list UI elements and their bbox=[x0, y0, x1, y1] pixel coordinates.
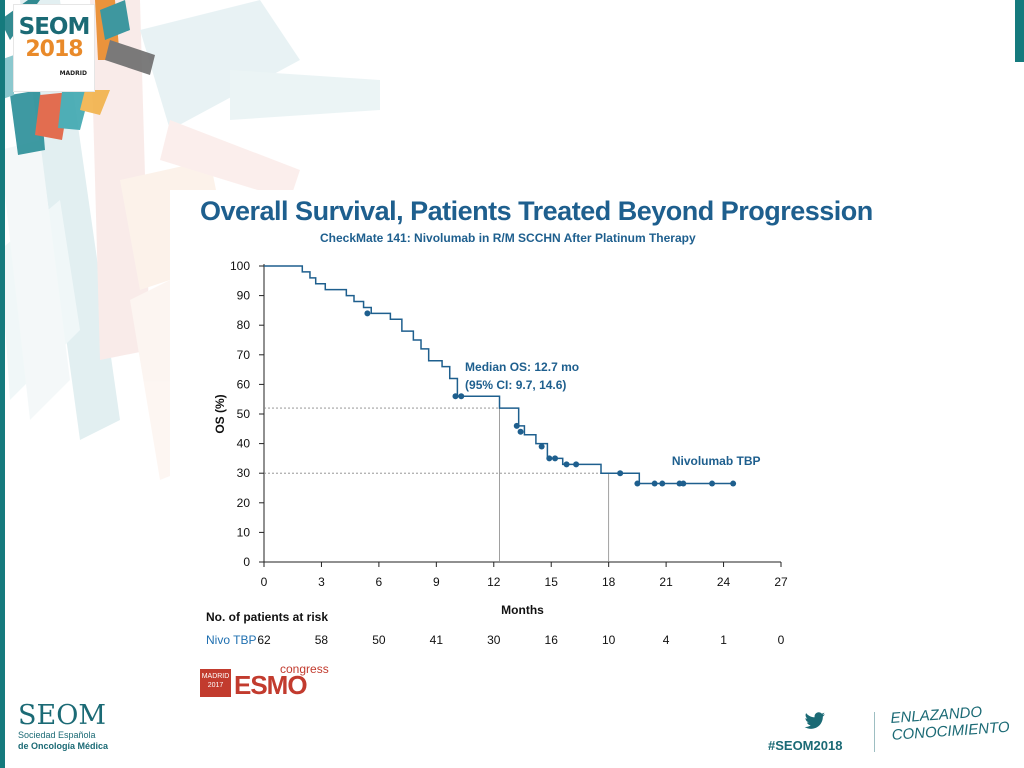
chart-title: Overall Survival, Patients Treated Beyon… bbox=[200, 196, 873, 226]
left-accent-bar bbox=[0, 0, 5, 768]
x-tick-label: 9 bbox=[433, 575, 440, 589]
km-chart: 0 10 20 30 40 50 60 70 80 90 100 0 3 6 9 12 15 18 21 24 27 Mo… bbox=[213, 259, 788, 617]
censor-marker bbox=[617, 470, 624, 477]
x-tick-label: 12 bbox=[487, 575, 501, 589]
seom-footer-sub1: Sociedad Española bbox=[18, 730, 96, 740]
seom-2018-logo: SEOM 2018 MADRID bbox=[14, 5, 94, 91]
censor-marker bbox=[517, 428, 524, 435]
x-tick-label: 24 bbox=[717, 575, 731, 589]
censor-marker bbox=[552, 455, 559, 462]
x-axis-label: Months bbox=[501, 603, 544, 617]
right-accent-tab bbox=[1015, 0, 1024, 62]
y-tick-label: 70 bbox=[237, 348, 251, 362]
censor-marker bbox=[546, 455, 553, 462]
logo-year-text: 2018 bbox=[25, 37, 83, 62]
seom-footer-name: SEOM bbox=[18, 700, 106, 731]
risk-table-series-label: Nivo TBP bbox=[206, 633, 257, 647]
risk-table-value: 30 bbox=[487, 633, 501, 647]
risk-table-value: 62 bbox=[257, 633, 271, 647]
risk-table-value: 41 bbox=[429, 633, 443, 647]
esmo-madrid-badge: MADRID 2017 bbox=[200, 669, 231, 697]
slide-image: Overall Survival, Patients Treated Beyon… bbox=[170, 190, 873, 708]
y-tick-label: 20 bbox=[237, 496, 251, 510]
y-axis-label: OS (%) bbox=[213, 394, 227, 433]
censor-marker bbox=[709, 480, 716, 487]
censor-marker bbox=[659, 480, 666, 487]
x-tick-label: 6 bbox=[376, 575, 383, 589]
risk-table-value: 10 bbox=[601, 633, 616, 647]
median-os-annotation: Median OS: 12.7 mo bbox=[465, 360, 579, 374]
y-tick-label: 100 bbox=[230, 259, 250, 273]
censor-marker bbox=[538, 443, 545, 450]
y-tick-label: 60 bbox=[237, 377, 251, 391]
x-tick-label: 15 bbox=[545, 575, 559, 589]
censor-marker bbox=[651, 480, 658, 487]
x-tick-label: 18 bbox=[602, 575, 616, 589]
censor-marker bbox=[364, 310, 371, 317]
risk-table-value: 50 bbox=[372, 633, 386, 647]
risk-table-value: 0 bbox=[777, 633, 785, 647]
x-tick-label: 27 bbox=[774, 575, 788, 589]
censor-marker bbox=[730, 480, 737, 487]
esmo-congress-logo: MADRID 2017 ESMO congress bbox=[200, 662, 330, 702]
censor-marker bbox=[634, 480, 641, 487]
y-tick-label: 0 bbox=[243, 555, 250, 569]
risk-table-value: 4 bbox=[662, 633, 670, 647]
logo-city-text: MADRID bbox=[59, 70, 87, 77]
logo-seom-text: SEOM bbox=[18, 14, 91, 40]
x-tick-label: 3 bbox=[318, 575, 325, 589]
hashtag-text: #SEOM2018 bbox=[768, 738, 843, 753]
censor-marker bbox=[458, 393, 465, 400]
x-tick-label: 21 bbox=[659, 575, 673, 589]
twitter-icon bbox=[804, 712, 825, 729]
chart-subtitle: CheckMate 141: Nivolumab in R/M SCCHN Af… bbox=[320, 231, 696, 245]
seom-footer-logo: SEOM Sociedad Española de Oncología Médi… bbox=[18, 702, 118, 752]
y-tick-label: 40 bbox=[237, 437, 251, 451]
risk-table-value: 16 bbox=[544, 633, 558, 647]
survival-curve bbox=[264, 265, 736, 485]
censor-marker bbox=[513, 422, 520, 429]
median-ci-annotation: (95% CI: 9.7, 14.6) bbox=[465, 378, 566, 392]
risk-table-value: 58 bbox=[314, 633, 329, 647]
series-label: Nivolumab TBP bbox=[672, 454, 761, 468]
esmo-wordmark: ESMO bbox=[234, 670, 308, 700]
y-tick-label: 10 bbox=[237, 525, 251, 539]
y-tick-label: 90 bbox=[237, 289, 251, 303]
x-tick-label: 0 bbox=[261, 575, 268, 589]
censor-marker bbox=[452, 393, 459, 400]
y-tick-label: 50 bbox=[237, 407, 251, 421]
y-tick-label: 30 bbox=[237, 466, 251, 480]
risk-table-value: 1 bbox=[720, 633, 727, 647]
risk-table-title: No. of patients at risk bbox=[206, 610, 329, 624]
y-tick-label: 80 bbox=[237, 318, 251, 332]
censor-marker bbox=[680, 480, 687, 487]
censor-marker bbox=[563, 461, 570, 468]
censor-marker bbox=[573, 461, 580, 468]
seom-footer-sub2: de Oncología Médica bbox=[18, 741, 109, 751]
esmo-congress-text: congress bbox=[280, 662, 329, 676]
footer-divider bbox=[874, 712, 875, 752]
